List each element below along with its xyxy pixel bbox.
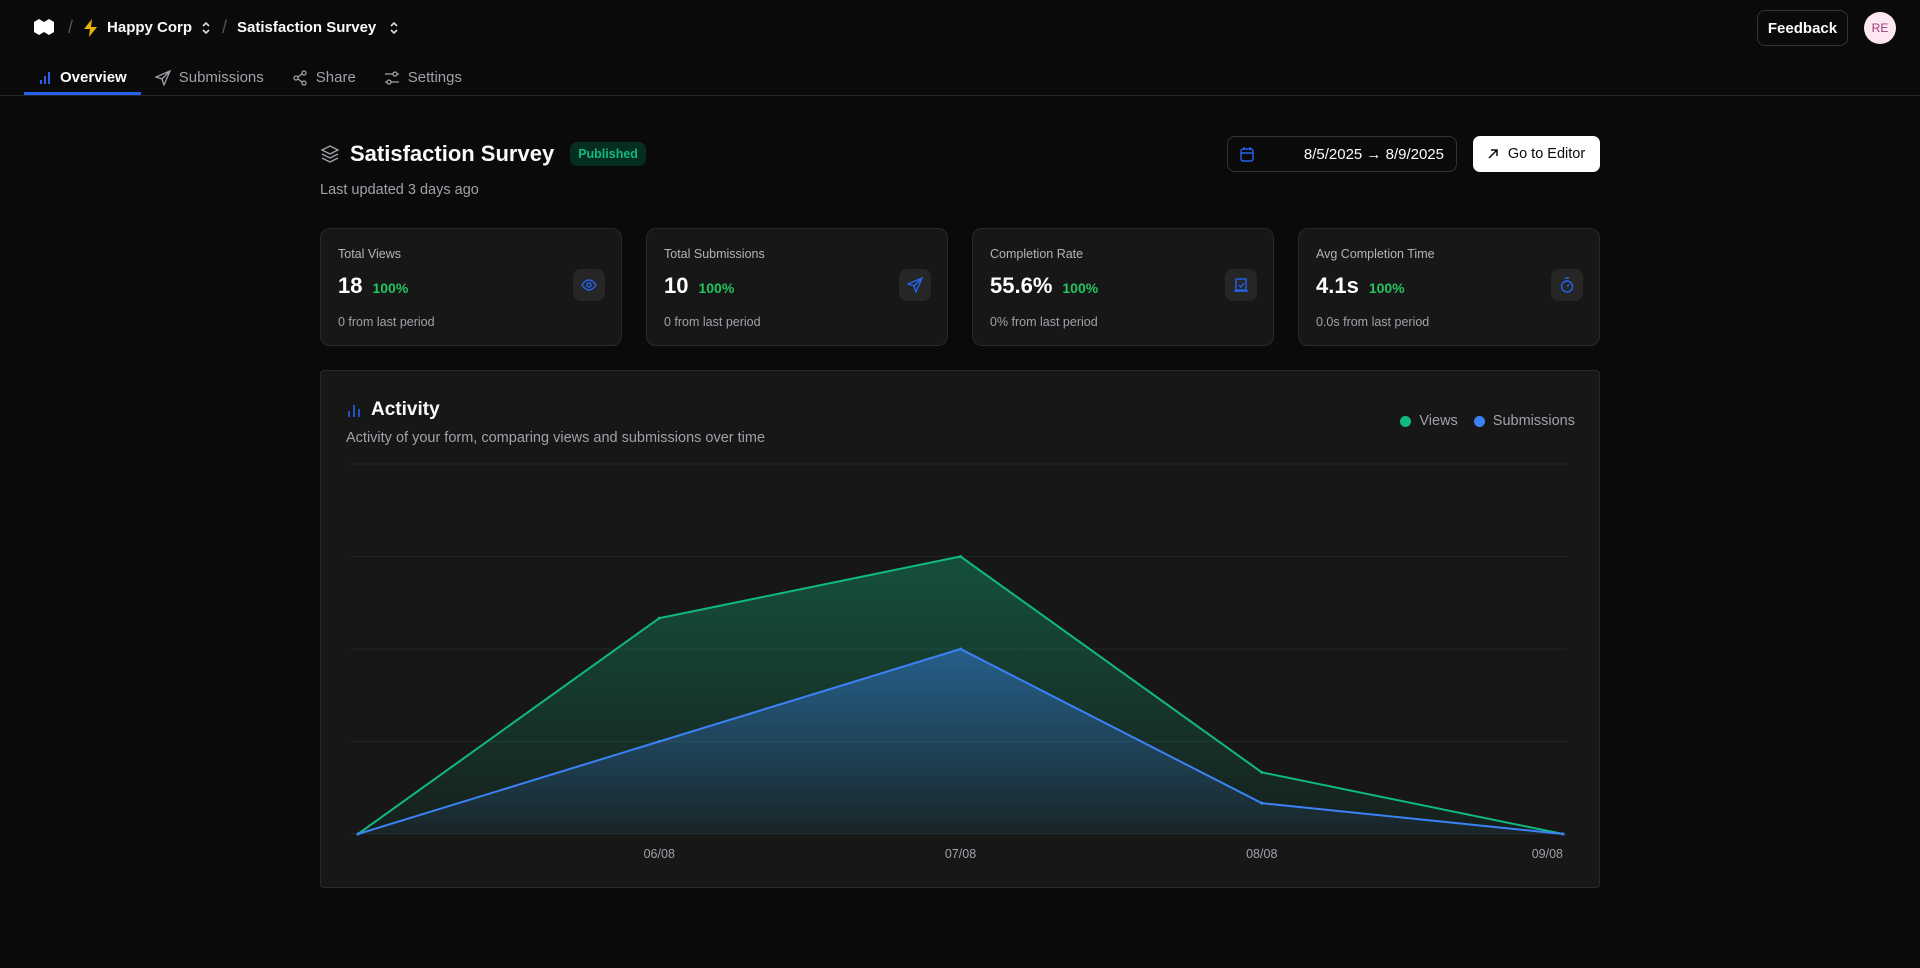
send-icon: [154, 69, 171, 86]
data-point[interactable]: [1260, 801, 1264, 805]
share-icon: [293, 69, 307, 86]
stat-sub: 0% from last period: [990, 315, 1098, 329]
data-point[interactable]: [1561, 832, 1565, 836]
stat-change: 100%: [1062, 280, 1099, 296]
legend-swatch: [1400, 415, 1412, 427]
data-point[interactable]: [657, 616, 661, 620]
stat-value: 10: [664, 273, 689, 298]
date-range-picker[interactable]: 8/5/2025 → 8/9/2025: [1227, 136, 1457, 172]
lightning-icon: [84, 18, 98, 37]
stat-label: Avg Completion Time: [1316, 247, 1435, 261]
breadcrumb-separator: /: [68, 17, 74, 37]
chevron-up-down-icon: [202, 21, 210, 34]
timer-icon: [1551, 269, 1583, 301]
chart-legend: Views Submissions: [1400, 413, 1575, 429]
stat-value: 18: [338, 273, 363, 298]
x-tick-label: 07/08: [945, 847, 976, 861]
page-header: Satisfaction Survey Published: [320, 141, 646, 167]
tab-label: Submissions: [178, 69, 264, 86]
top-bar: / Happy Corp / Satisfaction Survey Feedb…: [0, 0, 1920, 56]
stat-sub: 0.0s from last period: [1316, 315, 1430, 329]
data-point[interactable]: [356, 832, 360, 836]
arrow-up-right-icon: [1488, 149, 1498, 159]
page-title: Satisfaction Survey: [350, 141, 555, 166]
breadcrumb-separator: /: [222, 17, 228, 37]
stat-card-total-views: Total Views 18 100% 0 from last period: [320, 228, 622, 346]
tab-label: Overview: [60, 69, 127, 86]
stat-card-total-submissions: Total Submissions 10 100% 0 from last per…: [646, 228, 948, 346]
go-to-editor-button[interactable]: Go to Editor: [1473, 136, 1600, 172]
legend-label: Submissions: [1492, 413, 1575, 429]
x-tick-label: 09/08: [1532, 847, 1563, 861]
legend-label: Views: [1419, 413, 1458, 429]
stat-change: 100%: [698, 280, 735, 296]
stat-value-row: 10 100%: [664, 273, 734, 299]
breadcrumb: / Happy Corp / Satisfaction Survey: [68, 17, 400, 38]
calendar-icon: [1240, 147, 1254, 162]
stat-sub: 0 from last period: [338, 315, 435, 329]
stat-label: Completion Rate: [990, 247, 1084, 261]
chart-title: Activity: [371, 399, 440, 420]
send-icon: [899, 269, 931, 301]
bar-chart-icon: [348, 405, 360, 417]
tab-bar: Overview Submissions Share Settings: [24, 60, 476, 95]
date-range-value: 8/5/2025 → 8/9/2025: [1303, 145, 1444, 163]
divider: [0, 95, 1920, 96]
tab-submissions[interactable]: Submissions: [141, 60, 278, 95]
data-point[interactable]: [959, 647, 962, 651]
stat-card-completion-rate: Completion Rate 55.6% 100% 0% from last p…: [972, 228, 1274, 346]
legend-item-submissions[interactable]: Submissions: [1473, 413, 1575, 429]
org-switcher[interactable]: Happy Corp: [83, 18, 212, 37]
status-badge: Published: [570, 142, 646, 166]
stat-sub: 0 from last period: [664, 315, 761, 329]
stat-label: Total Views: [338, 247, 401, 261]
avatar[interactable]: RE: [1864, 12, 1896, 44]
data-point[interactable]: [1260, 770, 1264, 774]
legend-item-views[interactable]: Views: [1400, 413, 1458, 429]
stat-value-row: 18 100%: [338, 273, 408, 299]
feedback-button[interactable]: Feedback: [1757, 10, 1848, 46]
x-tick-label: 08/08: [1246, 847, 1277, 861]
stat-card-avg-completion-time: Avg Completion Time 4.1s 100% 0.0s from l…: [1298, 228, 1600, 346]
activity-chart-card: Activity Activity of your form, comparin…: [320, 370, 1600, 888]
stat-value: 55.6%: [990, 273, 1053, 298]
layers-icon: [320, 145, 340, 163]
stat-value-row: 4.1s 100%: [1316, 273, 1405, 299]
tab-settings[interactable]: Settings: [370, 60, 476, 95]
button-label: Go to Editor: [1507, 146, 1586, 162]
chevron-up-down-icon: [390, 21, 398, 34]
chart-subtitle: Activity of your form, comparing views a…: [346, 430, 766, 446]
form-name: Satisfaction Survey: [237, 19, 377, 36]
tab-overview[interactable]: Overview: [24, 60, 141, 95]
bar-chart-icon: [40, 71, 50, 84]
tab-share[interactable]: Share: [278, 60, 370, 95]
data-point[interactable]: [959, 555, 962, 558]
last-updated: Last updated 3 days ago: [320, 182, 479, 198]
logo-icon[interactable]: [32, 19, 56, 40]
chart-header: Activity: [347, 399, 440, 421]
tab-label: Share: [315, 69, 356, 86]
area-submissions: [358, 649, 1563, 834]
stat-value-row: 55.6% 100%: [990, 273, 1098, 299]
legend-swatch: [1473, 415, 1485, 427]
stat-label: Total Submissions: [664, 247, 765, 261]
stat-value: 4.1s: [1316, 273, 1359, 298]
stat-change: 100%: [372, 280, 409, 296]
sliders-icon: [384, 70, 399, 85]
data-point[interactable]: [657, 740, 661, 743]
x-tick-label: 06/08: [644, 847, 675, 861]
stat-change: 100%: [1368, 280, 1405, 296]
eye-icon: [573, 269, 605, 301]
activity-area-chart: 06/08 07/08 08/08 09/08: [350, 463, 1567, 861]
org-name: Happy Corp: [107, 19, 193, 36]
tab-label: Settings: [407, 69, 462, 86]
clipboard-check-icon: [1225, 269, 1257, 301]
form-switcher[interactable]: Satisfaction Survey: [237, 19, 400, 36]
